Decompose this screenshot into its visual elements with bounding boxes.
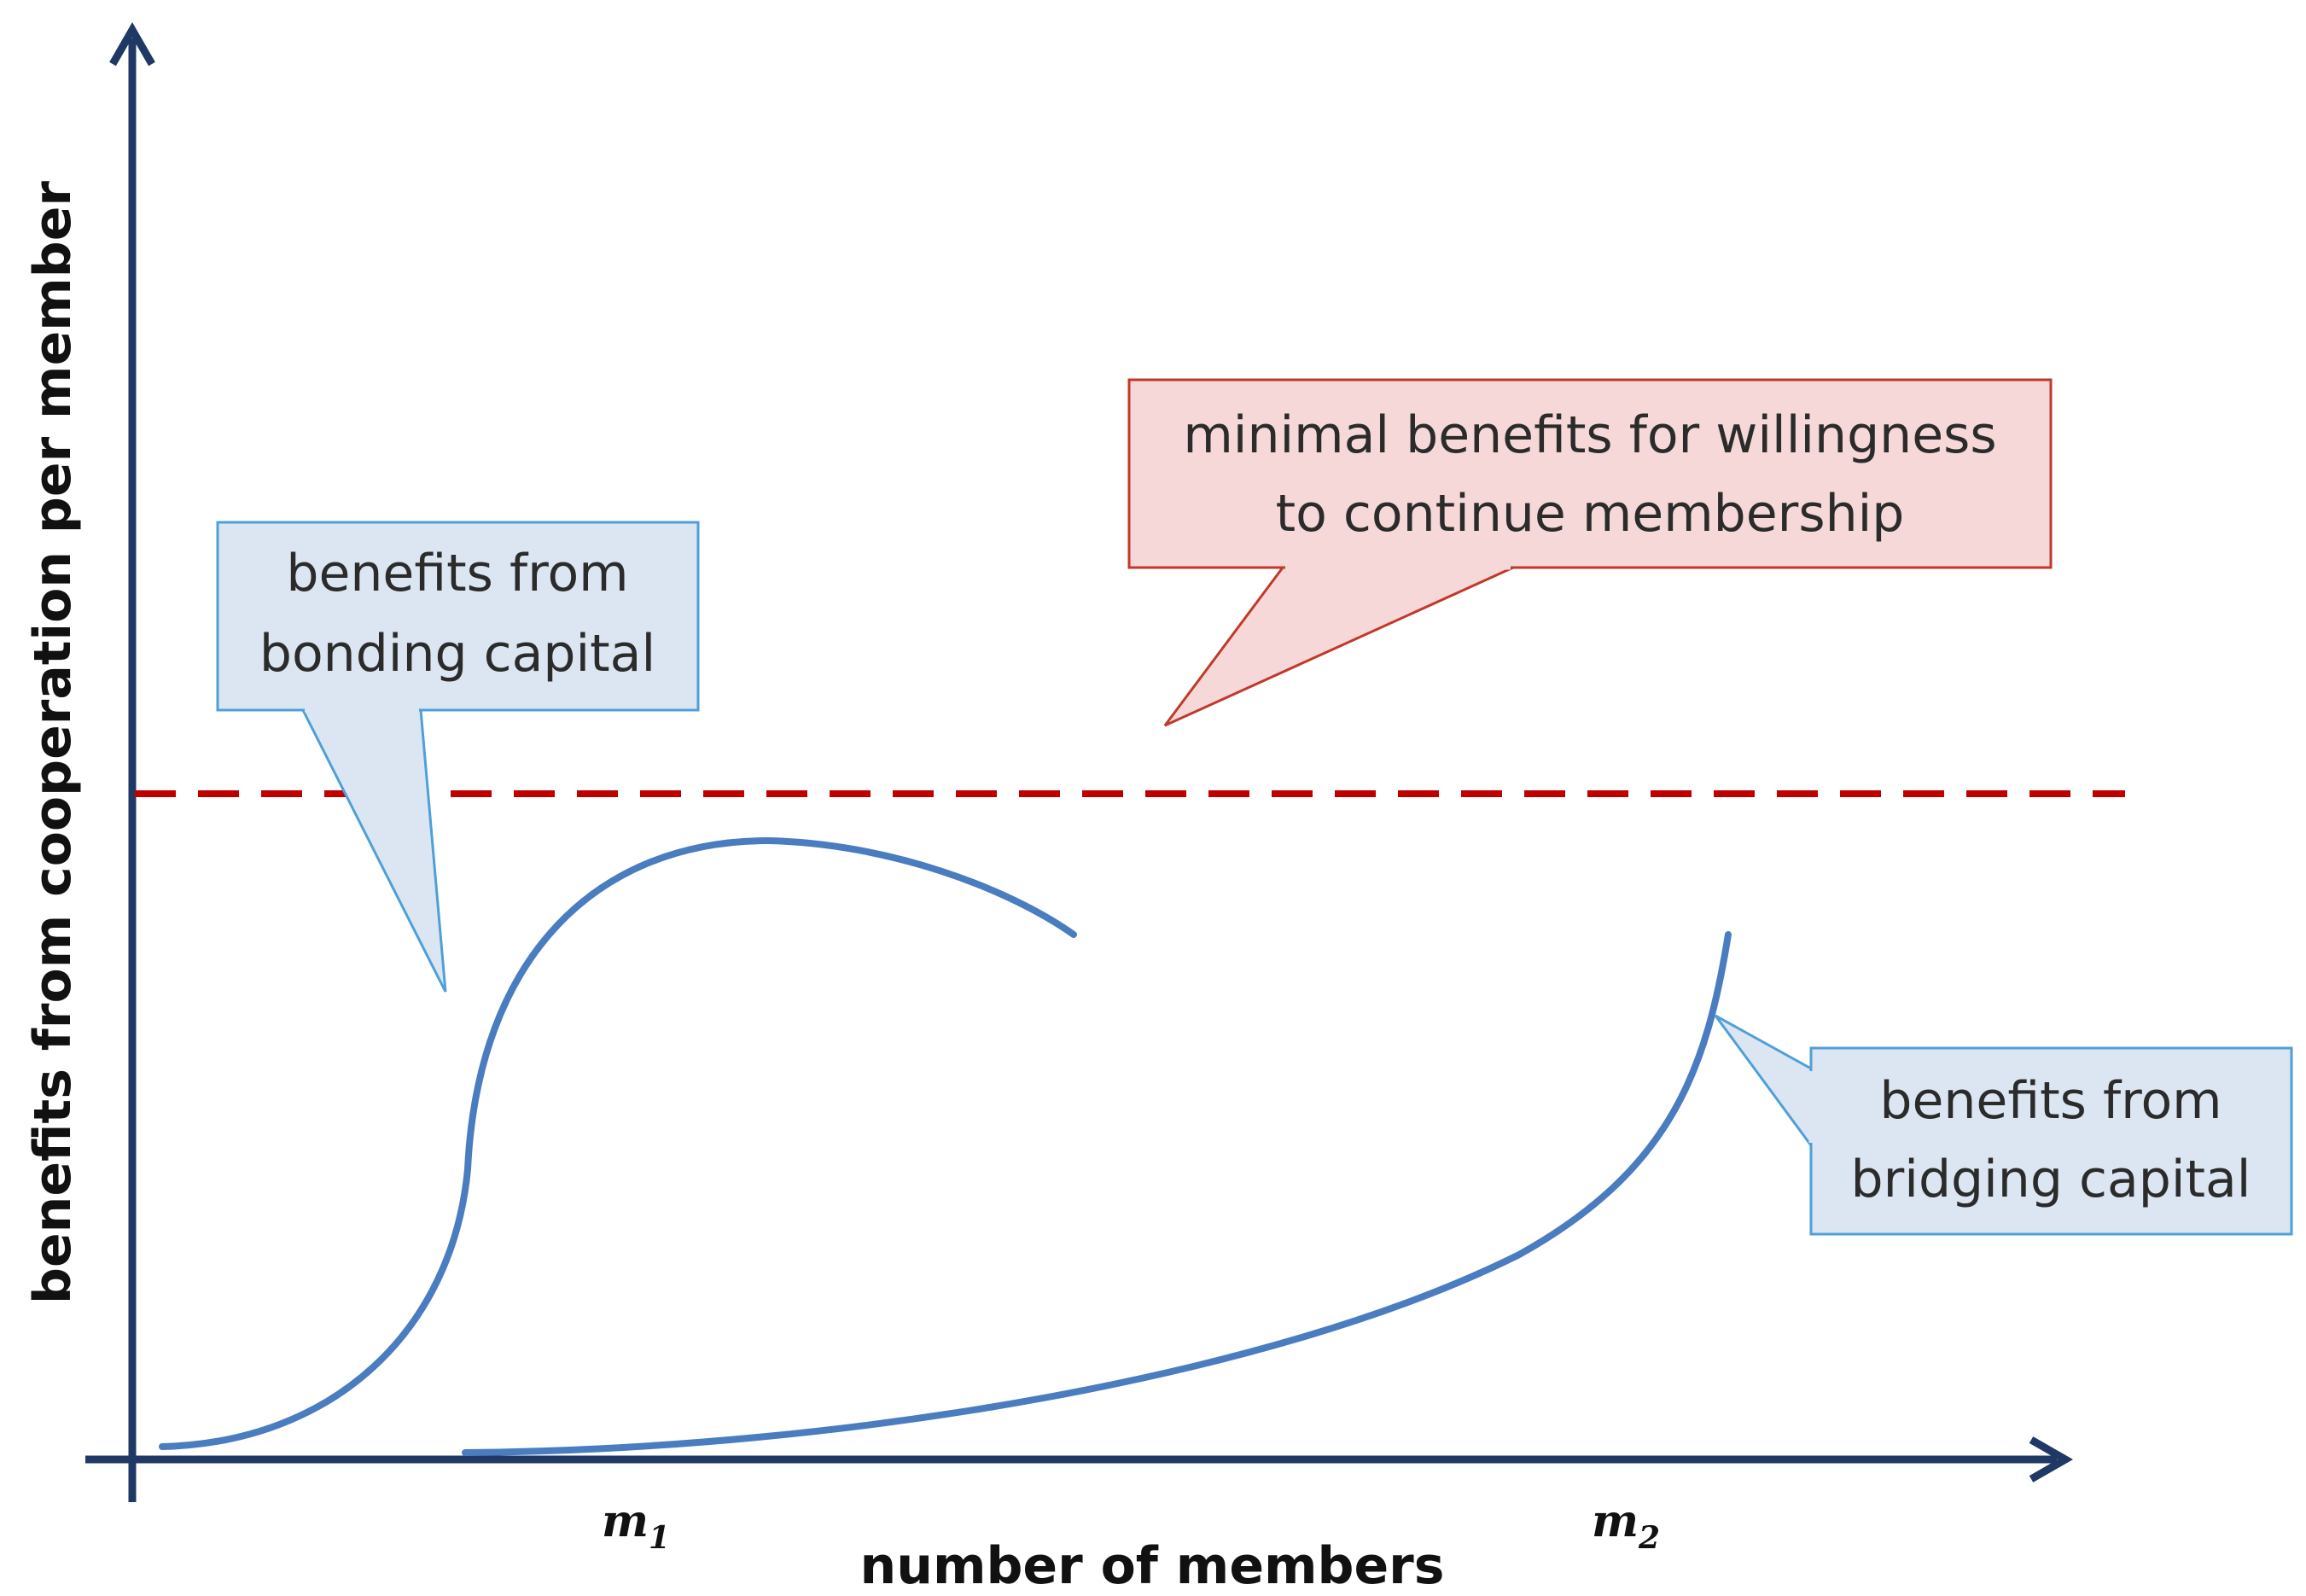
callout-minimal-benefits: minimal benefits for willingness to cont… <box>1127 378 2053 727</box>
x-axis-label: number of members <box>860 1536 1445 1596</box>
y-axis-arrowhead <box>109 21 155 67</box>
callout-pointer <box>1714 1014 1813 1150</box>
y-axis-label: benefits from cooperation per member <box>23 181 83 1304</box>
callout-text-line-1: benefits from <box>1879 1071 2222 1131</box>
callout-pointer <box>1163 566 1514 727</box>
callout-bonding-capital: benefits from bonding capital <box>216 521 700 993</box>
axes <box>85 21 2074 1502</box>
callout-bridging-capital: benefits from bridging capital <box>1714 1014 2293 1236</box>
tick-label-m2: m2 <box>1592 1495 1660 1556</box>
x-axis-arrowhead <box>2029 1436 2074 1482</box>
bridging-capital-curve <box>462 931 1732 1456</box>
callout-box <box>216 521 700 712</box>
callout-box <box>1127 378 2053 569</box>
callout-box <box>1809 1046 2293 1236</box>
callout-text-line-1: benefits from <box>286 544 628 603</box>
callout-text-line-2: to continue membership <box>1276 484 1905 544</box>
callout-pointer <box>300 708 447 993</box>
callout-text-line-2: bridging capital <box>1851 1150 2251 1209</box>
tick-label-m1: m1 <box>602 1495 670 1556</box>
callout-text-line-2: bonding capital <box>259 624 655 684</box>
callout-text-line-1: minimal benefits for willingness <box>1183 405 1996 465</box>
bonding-capital-curve <box>159 836 1077 1450</box>
